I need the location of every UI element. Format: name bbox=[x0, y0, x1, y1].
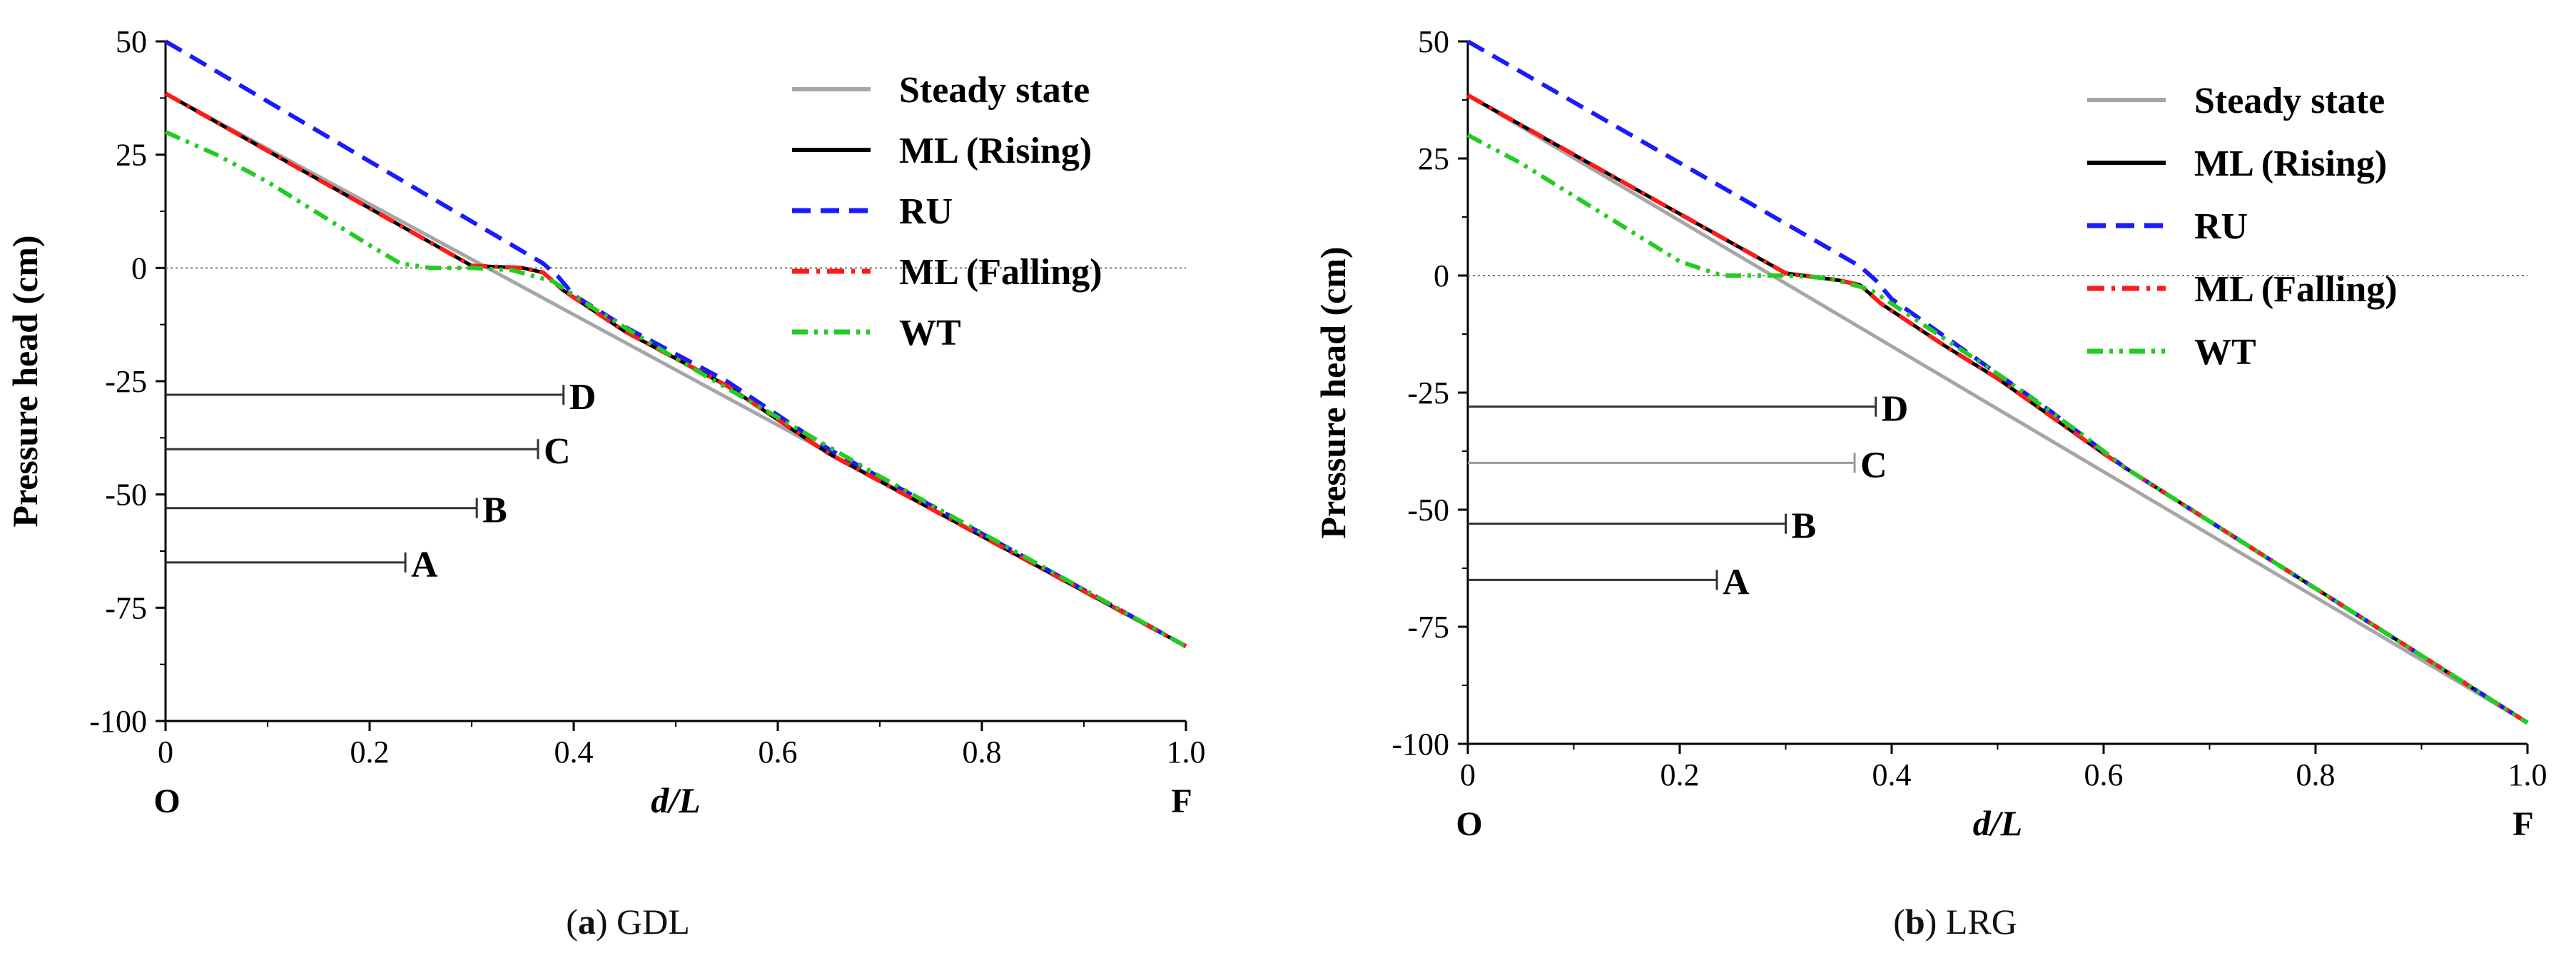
pa-x-tick-label: 0.8 bbox=[963, 735, 1002, 770]
pa-y-tick-label: 0 bbox=[131, 251, 147, 286]
pb-series-wt bbox=[1466, 133, 2529, 725]
pb-x-tick-label: 1.0 bbox=[2508, 757, 2547, 792]
pa-legend-label: ML (Rising) bbox=[899, 131, 1092, 171]
pa-series-ml-rising bbox=[164, 91, 1187, 648]
pb-y-tick-label: 50 bbox=[1418, 24, 1449, 59]
pb-legend-label: RU bbox=[2194, 206, 2248, 247]
pa-y-tick-label: -100 bbox=[89, 704, 147, 739]
pb-x-tick-label: 0.4 bbox=[1872, 757, 1912, 792]
pb-marker-label-a: A bbox=[1723, 562, 1750, 602]
pb-y-axis-title: Pressure head (cm) bbox=[1313, 246, 1353, 538]
pa-y-tick-label: 25 bbox=[116, 138, 147, 173]
pa-marker-label-c: C bbox=[544, 431, 571, 472]
pb-legend-label: ML (Rising) bbox=[2194, 143, 2387, 184]
pa-y-axis-title: Pressure head (cm) bbox=[5, 235, 45, 527]
pa-x-axis-title: d/L bbox=[651, 780, 700, 820]
pa-x-tick-label: 0 bbox=[158, 735, 173, 770]
pa-marker-label-a: A bbox=[411, 545, 438, 585]
pb-series-ru bbox=[1466, 39, 2529, 725]
pb-y-tick-label: 25 bbox=[1418, 141, 1449, 176]
pa-marker-label-b: B bbox=[482, 490, 507, 531]
pb-legend-label: Steady state bbox=[2194, 81, 2385, 121]
pa-legend-label: RU bbox=[899, 191, 953, 232]
pa-y-tick-label: -50 bbox=[105, 478, 147, 513]
pb-x-tick-label: 0 bbox=[1460, 757, 1476, 792]
pb-x-tick-label: 0.2 bbox=[1660, 757, 1700, 792]
pb-marker-label-d: D bbox=[1882, 389, 1909, 430]
pb-y-tick-label: 0 bbox=[1434, 258, 1449, 293]
pb-y-tick-label: -50 bbox=[1407, 493, 1449, 528]
pa-x-start-label: O bbox=[153, 782, 180, 820]
pb-x-end-label: F bbox=[2512, 805, 2533, 843]
pa-legend-label: Steady state bbox=[899, 70, 1090, 111]
pb-legend-label: WT bbox=[2194, 332, 2256, 373]
pa-x-tick-label: 1.0 bbox=[1167, 735, 1206, 770]
caption-a: (a) GDL bbox=[566, 902, 690, 942]
pa-y-tick-label: -25 bbox=[105, 364, 147, 399]
pa-x-tick-label: 0.4 bbox=[554, 735, 594, 770]
pb-marker-label-b: B bbox=[1792, 506, 1817, 547]
pa-x-end-label: F bbox=[1171, 782, 1192, 820]
pa-series-wt bbox=[164, 130, 1187, 648]
pa-y-tick-label: 50 bbox=[116, 24, 147, 59]
caption-b: (b) LRG bbox=[1893, 902, 2017, 942]
pb-x-tick-label: 0.8 bbox=[2296, 757, 2336, 792]
pa-x-tick-label: 0.6 bbox=[759, 735, 798, 770]
pb-y-tick-label: -100 bbox=[1391, 727, 1449, 762]
pb-marker-label-c: C bbox=[1860, 445, 1887, 485]
pa-x-tick-label: 0.2 bbox=[350, 735, 390, 770]
pb-y-tick-label: -25 bbox=[1407, 375, 1449, 410]
pb-x-tick-label: 0.6 bbox=[2084, 757, 2124, 792]
pa-marker-label-d: D bbox=[569, 377, 597, 418]
pb-series-steady-state bbox=[1466, 94, 2529, 725]
pa-legend-label: ML (Falling) bbox=[899, 252, 1102, 293]
pb-x-start-label: O bbox=[1456, 805, 1482, 843]
pa-y-tick-label: -75 bbox=[105, 590, 147, 625]
pa-legend-label: WT bbox=[899, 313, 961, 353]
pb-x-axis-title: d/L bbox=[1973, 803, 2022, 843]
pb-legend-label: ML (Falling) bbox=[2194, 269, 2398, 310]
pb-y-tick-label: -75 bbox=[1407, 610, 1449, 645]
